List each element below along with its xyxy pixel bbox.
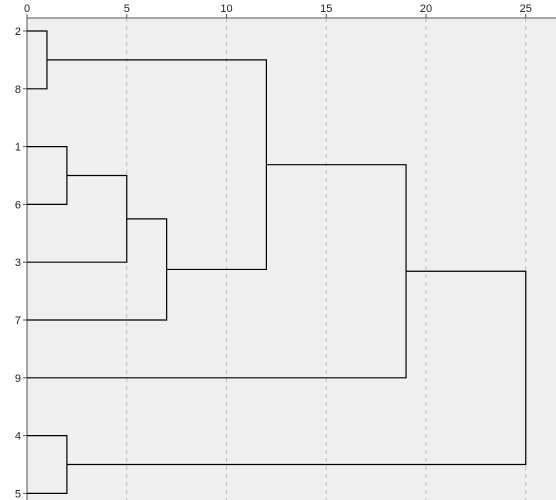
x-tick-label-25: 25 <box>520 3 532 15</box>
x-tick-label-10: 10 <box>220 3 232 15</box>
leaf-label-1: 1 <box>15 142 21 154</box>
leaf-label-4: 4 <box>15 431 21 443</box>
leaf-label-3: 3 <box>15 257 21 269</box>
x-tick-label-15: 15 <box>320 3 332 15</box>
x-tick-label-20: 20 <box>420 3 432 15</box>
leaf-label-2: 2 <box>15 26 21 38</box>
leaf-label-9: 9 <box>15 373 21 385</box>
leaf-label-8: 8 <box>15 84 21 96</box>
leaf-label-6: 6 <box>15 199 21 211</box>
leaf-label-5: 5 <box>15 488 21 500</box>
leaf-label-7: 7 <box>15 315 21 327</box>
plot-area <box>27 18 556 500</box>
x-tick-label-0: 0 <box>24 3 30 15</box>
x-tick-label-5: 5 <box>124 3 130 15</box>
merge-link-8 <box>66 270 527 466</box>
